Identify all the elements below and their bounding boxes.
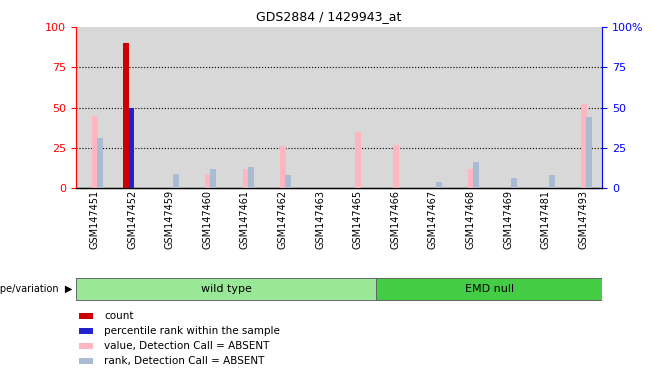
Text: genotype/variation  ▶: genotype/variation ▶ [0,284,72,294]
Text: percentile rank within the sample: percentile rank within the sample [104,326,280,336]
Bar [376,27,414,188]
Bar [414,27,451,188]
Bar [393,145,399,188]
Bar [172,174,179,188]
Bar [188,27,226,188]
Bar [468,169,474,188]
Bar [527,27,565,188]
Bar [565,27,602,188]
Bar [355,132,361,188]
Text: EMD null: EMD null [465,284,514,294]
Bar [301,27,339,188]
Bar [129,108,134,188]
Bar [76,27,113,188]
Bar [79,358,93,364]
Bar [549,175,555,188]
Bar [286,175,291,188]
Bar [451,27,490,188]
Bar [586,117,592,188]
Text: wild type: wild type [201,284,251,294]
Bar [248,167,254,188]
Bar [264,27,301,188]
Bar [243,169,249,188]
Bar [226,27,264,188]
Bar [97,138,103,188]
Bar [151,27,188,188]
Bar [339,27,376,188]
Bar [79,313,93,319]
Text: rank, Detection Call = ABSENT: rank, Detection Call = ABSENT [104,356,265,366]
Bar [280,146,286,188]
Bar [113,27,151,188]
Text: value, Detection Call = ABSENT: value, Detection Call = ABSENT [104,341,270,351]
Bar [376,278,602,300]
Bar [123,43,129,188]
Text: count: count [104,311,134,321]
Bar [92,116,98,188]
Bar [474,162,480,188]
Bar [511,179,517,188]
Bar [436,182,442,188]
Bar [79,328,93,334]
Bar [76,278,376,300]
Bar [211,169,216,188]
Bar [79,343,93,349]
Bar [490,27,527,188]
Text: GDS2884 / 1429943_at: GDS2884 / 1429943_at [257,10,401,23]
Bar [205,174,211,188]
Bar [581,104,587,188]
